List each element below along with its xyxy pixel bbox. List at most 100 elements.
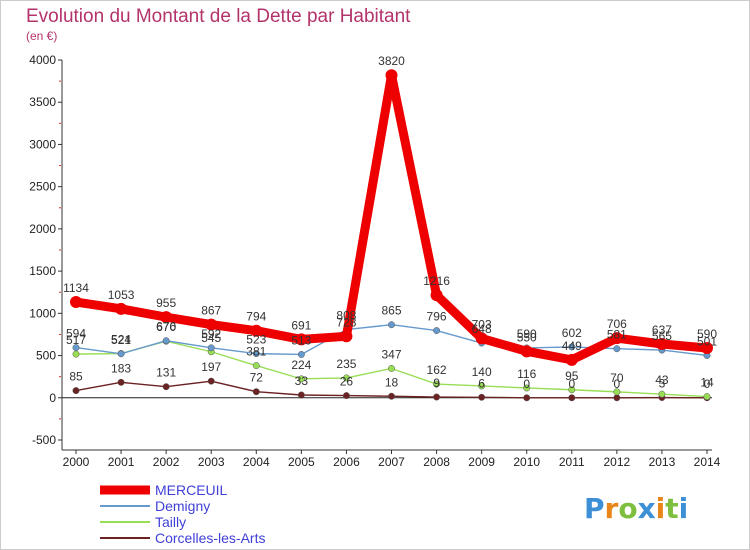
data-point (388, 392, 395, 400)
data-label: 676 (156, 320, 176, 334)
data-label: 691 (291, 318, 311, 332)
axes: -500050010001500200025003000350040002000… (29, 53, 720, 469)
data-point (478, 382, 486, 390)
data-label: 581 (607, 328, 627, 342)
data-point (655, 337, 668, 350)
x-tick-label: 2000 (63, 455, 90, 469)
data-point (430, 289, 443, 302)
data-label: 3820 (378, 54, 405, 68)
data-label: 590 (697, 327, 717, 341)
x-tick-label: 2010 (513, 455, 540, 469)
logo-letter: r (605, 492, 619, 525)
x-tick-label: 2003 (198, 455, 225, 469)
x-tick-label: 2009 (468, 455, 495, 469)
data-label: 43 (655, 373, 669, 387)
data-point (115, 302, 128, 315)
data-point (162, 383, 170, 391)
data-point (568, 394, 576, 402)
chart-title: Evolution du Montant de la Dette par Hab… (26, 6, 411, 27)
data-point (207, 377, 215, 385)
data-label: 865 (381, 304, 401, 318)
data-point (613, 388, 621, 396)
data-point (613, 394, 621, 402)
data-point (117, 378, 125, 386)
data-point (117, 350, 125, 358)
y-tick-label: 3500 (29, 95, 56, 109)
data-label: 26 (340, 375, 354, 389)
data-point (72, 387, 80, 395)
data-point (252, 388, 260, 396)
x-tick-label: 2011 (559, 455, 585, 469)
data-label: 1134 (63, 281, 89, 295)
data-label: 501 (697, 334, 717, 348)
data-point (433, 393, 441, 401)
y-tick-label: 0 (49, 391, 56, 405)
data-label: 648 (472, 322, 492, 336)
data-point (475, 332, 488, 345)
data-point (72, 350, 80, 358)
data-point (523, 384, 531, 392)
logo-letter: P (584, 492, 605, 525)
chart-subtitle: (en €) (26, 29, 57, 43)
x-tick-label: 2004 (243, 455, 270, 469)
x-tick-label: 2014 (694, 455, 721, 469)
data-point (295, 333, 308, 346)
data-point (568, 386, 576, 394)
data-point (565, 353, 578, 366)
y-tick-label: 1500 (29, 264, 56, 278)
data-label: 183 (111, 361, 131, 375)
data-point (388, 365, 395, 372)
data-label: 14 (700, 376, 714, 390)
data-label: 70 (610, 371, 624, 385)
data-label: 521 (111, 333, 131, 347)
data-label: 706 (607, 317, 627, 331)
data-label: 18 (385, 375, 399, 389)
data-label: 224 (291, 358, 311, 372)
data-label: 545 (201, 331, 221, 345)
data-point (72, 344, 80, 352)
data-point (385, 69, 398, 82)
data-label: 131 (156, 366, 176, 380)
data-label: 0 (568, 377, 575, 391)
data-label: 116 (517, 367, 536, 381)
data-label: 449 (562, 339, 582, 353)
data-point (342, 392, 350, 400)
data-point (703, 393, 711, 401)
data-point (610, 332, 623, 345)
logo-letter: x (638, 492, 656, 525)
y-tick-label: 3000 (29, 137, 56, 151)
x-tick-label: 2001 (108, 455, 135, 469)
data-label: 670 (156, 320, 176, 334)
logo-letter: o (618, 492, 637, 525)
y-tick-label: 2000 (29, 222, 56, 236)
x-tick-label: 2006 (333, 455, 360, 469)
y-tick-label: 4000 (29, 53, 56, 67)
legend-label: Demigny (155, 498, 210, 514)
data-label: 594 (66, 327, 86, 341)
data-label: 162 (427, 363, 447, 377)
data-label: 95 (565, 369, 579, 383)
legend-label: MERCEUIL (155, 482, 228, 498)
data-label: 808 (336, 309, 356, 323)
data-point (433, 327, 441, 335)
data-point (252, 362, 260, 370)
data-label: 140 (472, 365, 492, 379)
data-label: 592 (201, 327, 221, 341)
data-label: 3 (659, 377, 666, 391)
data-point (160, 311, 173, 324)
data-label: 0 (614, 377, 621, 391)
series-layer (70, 69, 713, 402)
data-point (342, 374, 350, 382)
data-point (701, 341, 713, 354)
y-tick-label: 1000 (29, 306, 56, 320)
data-label: 197 (201, 360, 221, 374)
data-point (568, 343, 576, 351)
data-point (297, 391, 305, 399)
data-label: 0 (523, 377, 530, 391)
data-point (613, 345, 621, 353)
x-tick-label: 2005 (288, 455, 315, 469)
logo-letter: t (665, 492, 678, 525)
